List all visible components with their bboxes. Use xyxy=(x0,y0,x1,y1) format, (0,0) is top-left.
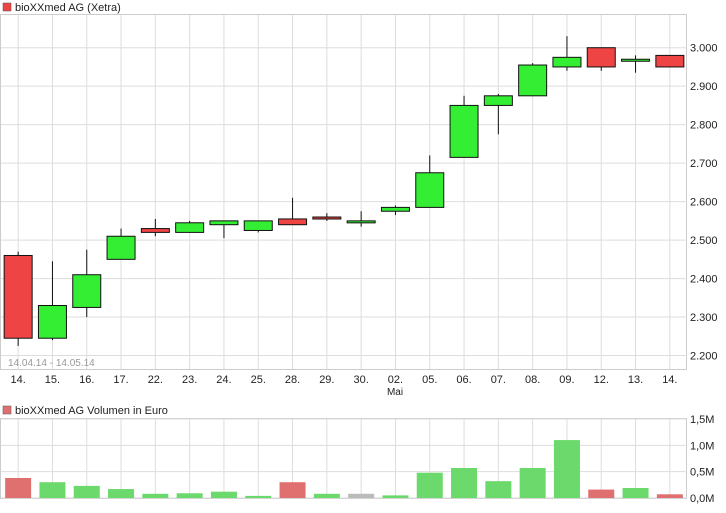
price-x-tick-label: 30. xyxy=(354,374,369,386)
volume-bars xyxy=(5,440,683,498)
price-x-tick-label: 05. xyxy=(422,374,437,386)
price-x-tick-label: 16. xyxy=(79,374,94,386)
volume-bar xyxy=(519,467,546,498)
volume-bar xyxy=(313,493,340,498)
candles xyxy=(3,36,685,346)
candle-body xyxy=(72,274,102,308)
price-x-tick-label: 29. xyxy=(319,374,334,386)
candle-body xyxy=(655,54,685,68)
price-panel: bioXXmed AG (Xetra) 2.200 2.300 2.400 2.500… xyxy=(0,2,718,398)
price-x-tick-label: 17. xyxy=(113,374,128,386)
price-x-tick-label: 08. xyxy=(525,374,540,386)
price-y-tick-label: 2.700 xyxy=(690,158,718,170)
volume-legend-swatch xyxy=(2,405,12,415)
volume-y-tick-label: 1,5M xyxy=(690,414,714,426)
candle-body xyxy=(518,64,548,97)
price-x-tick-label: 13. xyxy=(628,374,643,386)
price-x-tick-label: 28. xyxy=(285,374,300,386)
volume-bar xyxy=(245,495,272,498)
price-x-tick-label: 15. xyxy=(45,374,60,386)
price-x-tick-label: 02. xyxy=(388,374,403,386)
price-x-tick-label: 24. xyxy=(216,374,231,386)
volume-bar xyxy=(622,487,649,498)
price-y-tick-label: 2.900 xyxy=(690,81,718,93)
price-x-tick-label: 12. xyxy=(594,374,609,386)
candle-body xyxy=(312,216,342,220)
price-y-tick-label: 2.500 xyxy=(690,235,718,247)
volume-plot-area xyxy=(0,418,687,499)
volume-y-tick-label: 1,0M xyxy=(690,440,714,452)
price-y-tick-label: 2.200 xyxy=(690,351,718,363)
candle-body xyxy=(209,220,239,226)
price-plot-area xyxy=(0,14,687,370)
candle-body xyxy=(243,220,273,231)
candle-body xyxy=(37,305,67,339)
volume-bar xyxy=(588,489,615,498)
volume-panel: bioXXmed AG Volumen in Euro 0,0M 0,5M 1,0M… xyxy=(0,405,714,505)
price-legend-label: bioXXmed AG (Xetra) xyxy=(15,2,121,14)
volume-legend-label: bioXXmed AG Volumen in Euro xyxy=(15,405,168,417)
candle-body xyxy=(278,218,308,226)
volume-bar xyxy=(39,482,66,498)
candle-body xyxy=(586,47,616,68)
candle-body xyxy=(346,220,376,224)
price-legend-swatch xyxy=(2,2,12,12)
price-x-tick-label: 07. xyxy=(491,374,506,386)
date-range-label: 14.04.14 - 14.05.14 xyxy=(8,358,95,369)
price-x-tick-label: 22. xyxy=(148,374,163,386)
candle-body xyxy=(552,56,582,68)
month-label: Mai xyxy=(387,387,403,398)
candle-body xyxy=(140,228,170,233)
price-y-tick-label: 2.300 xyxy=(690,312,718,324)
candle-body xyxy=(415,172,445,208)
candle-body xyxy=(483,95,513,106)
price-y-tick-label: 2.800 xyxy=(690,120,718,132)
volume-bar xyxy=(451,467,478,498)
price-y-tick-label: 3.000 xyxy=(690,43,718,55)
price-x-tick-label: 09. xyxy=(559,374,574,386)
volume-y-tick-label: 0,5M xyxy=(690,467,714,479)
candle-body xyxy=(175,222,205,233)
volume-bar xyxy=(485,481,512,498)
volume-bar xyxy=(279,482,306,498)
volume-y-tick-label: 0,0M xyxy=(690,493,714,505)
volume-y-axis: 0,0M 0,5M 1,0M 1,5M xyxy=(690,414,714,505)
volume-bar xyxy=(382,495,409,498)
price-x-tick-label: 14. xyxy=(11,374,26,386)
price-x-tick-label: 06. xyxy=(456,374,471,386)
candle-body xyxy=(3,254,33,339)
price-x-tick-label: 14. xyxy=(662,374,677,386)
price-x-tick-label: 25. xyxy=(251,374,266,386)
volume-bar xyxy=(142,493,169,498)
volume-bar xyxy=(553,440,580,498)
volume-bar xyxy=(5,477,32,498)
candle-body xyxy=(106,235,136,260)
candle-body xyxy=(380,206,410,212)
price-y-axis: 2.200 2.300 2.400 2.500 2.600 2.700 2.800 2.900… xyxy=(690,43,718,363)
volume-bar xyxy=(108,489,135,498)
volume-bar xyxy=(416,472,443,498)
candle-body xyxy=(449,104,479,158)
volume-bar xyxy=(210,491,237,498)
price-y-tick-label: 2.600 xyxy=(690,197,718,209)
volume-bar xyxy=(348,493,375,498)
candle-body xyxy=(621,58,651,62)
volume-bar xyxy=(656,494,683,498)
volume-bar xyxy=(73,485,100,498)
volume-bar xyxy=(176,493,203,498)
price-x-tick-label: 23. xyxy=(182,374,197,386)
price-y-tick-label: 2.400 xyxy=(690,274,718,286)
price-x-axis: 14. 15. 16. 17. 22. 23. 24. 25. 28. 29. 30. 02. 05. 0… xyxy=(11,374,678,386)
